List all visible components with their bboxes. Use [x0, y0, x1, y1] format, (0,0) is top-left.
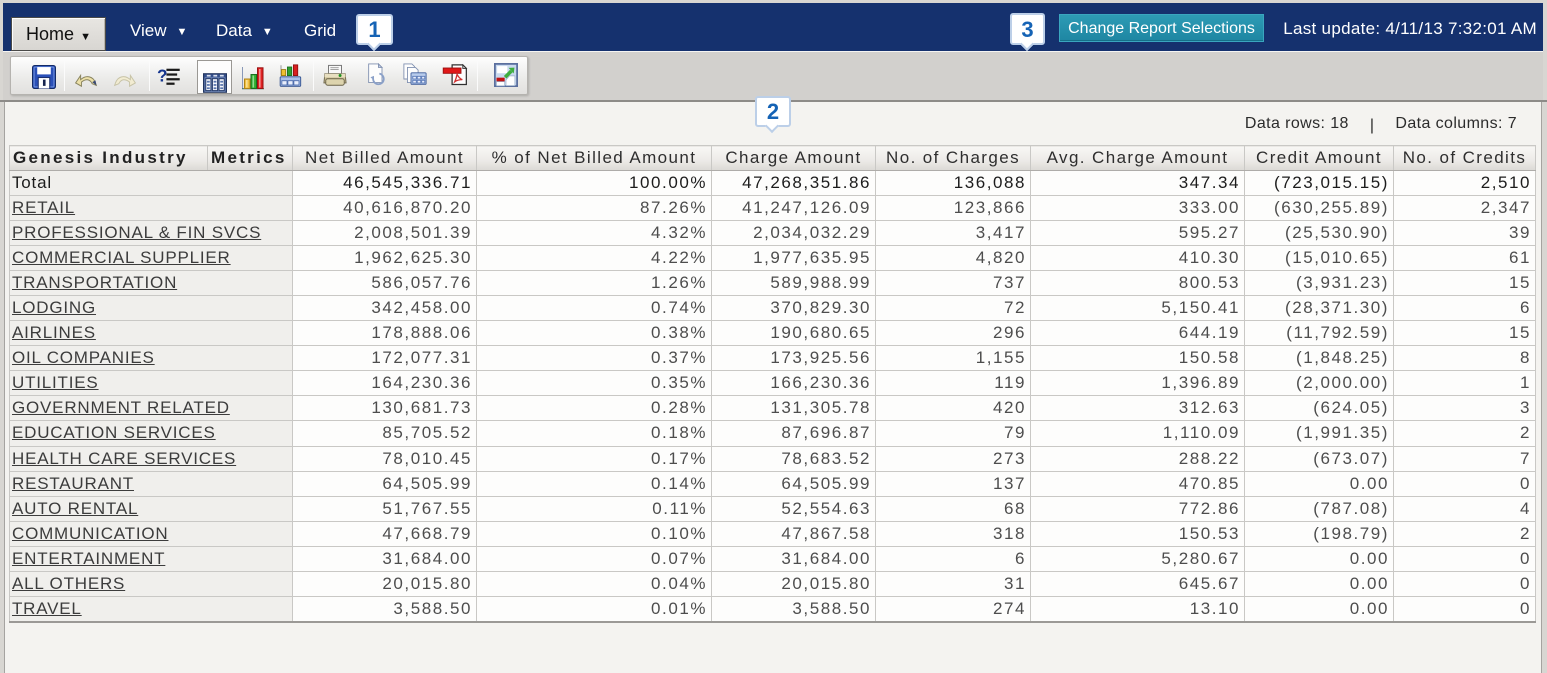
- svg-text:?: ?: [157, 66, 167, 86]
